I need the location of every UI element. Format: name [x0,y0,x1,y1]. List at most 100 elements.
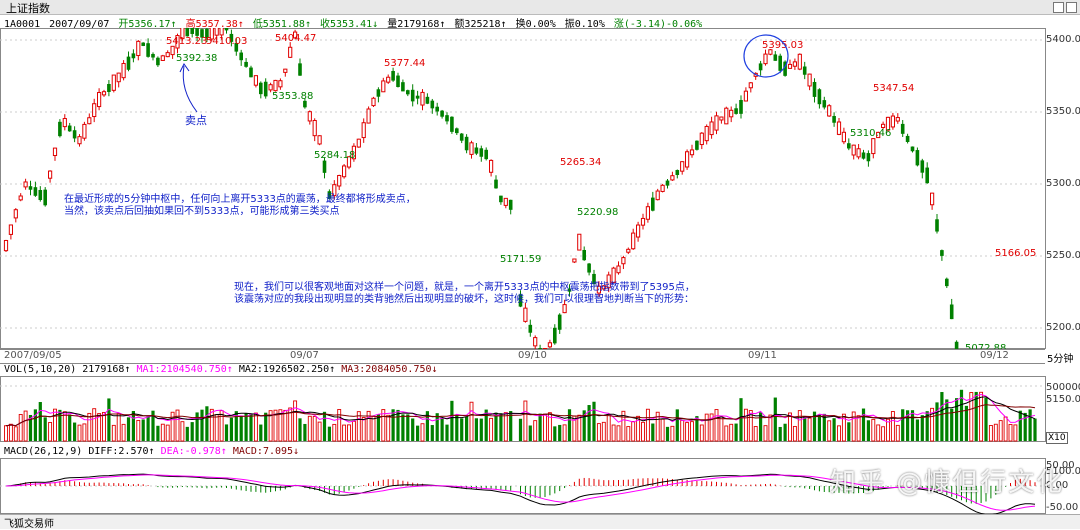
volume-bar [798,411,801,441]
close-icon[interactable] [1066,2,1077,13]
volume-bar [911,410,914,441]
volume-bar [117,414,120,441]
volume-bar [416,426,419,441]
candle-body [426,97,430,104]
volume-bar [504,413,507,441]
candle-body [651,198,655,211]
price-annotation: 5310.46 [850,128,891,139]
volume-bar [612,425,615,441]
candle-body [308,112,311,121]
candle-body [431,101,435,109]
volume-bar [475,418,478,441]
volume-bar [592,402,595,441]
price-annotation: 5220.98 [577,207,618,218]
volume-bar [563,425,566,441]
volume-bar [303,424,306,441]
vol-axis-label: 500000 [1046,382,1080,393]
volume-bar [362,418,365,441]
volume-bar [700,425,703,441]
candle-body [534,338,537,346]
note-line: 现在，我们可以很客观地面对这样一个问题，就是，一个离开5333点的中枢震荡把指数… [234,282,695,294]
candle-body [4,240,7,250]
candle-body [98,93,101,107]
vol-value: 2179168↑ [82,364,130,375]
volume-bar [671,426,674,441]
candle-body [435,107,439,112]
volume-bar [156,426,159,441]
volume-bar [1033,419,1036,441]
candle-body [29,186,33,190]
volume-bar [803,417,806,441]
candle-body [68,126,72,132]
candle-body [480,148,484,156]
candle-body [323,161,327,173]
volume-bar [725,426,728,441]
candle-body [220,28,223,35]
volume-bar [401,414,404,441]
candle-body [377,89,381,96]
price-annotation: 5166.05 [995,248,1036,259]
candle-body [43,190,47,206]
candle-body [470,143,473,155]
price-axis-label: 5200.00 [1046,322,1080,333]
candle-body [504,198,507,205]
candle-body [406,90,410,94]
date-label: 2007/09/05 [4,350,62,361]
volume-bar [205,406,208,441]
candle-body [391,71,395,81]
volume-bar [450,401,453,441]
volume-bar [686,423,689,441]
date-label: 09/12 [980,350,1009,361]
volume-bar [78,425,81,441]
candle-body [612,268,615,282]
volume-bar [225,424,228,441]
candle-body [190,28,194,34]
volume-bar [308,416,311,441]
volume-bar [431,425,434,441]
candle-body [730,110,733,116]
candle-body [705,126,708,140]
candle-body [122,63,125,77]
volume-bar [196,412,199,441]
candle-body [896,118,899,121]
volume-bar [965,406,968,441]
volume-bar [254,413,257,441]
candle-body [925,168,929,184]
candle-body [274,80,277,90]
candle-body [617,266,620,273]
candle-body [764,54,767,64]
volume-chart[interactable] [0,376,1080,442]
volume-bar [901,409,904,441]
volume-bar [534,421,537,441]
volume-bar [372,416,375,441]
candle-body [367,109,370,123]
price-annotation: 5404.47 [275,33,316,44]
candle-body [813,82,817,97]
candle-body [578,234,581,250]
candle-body [955,342,959,349]
watermark: 知乎 @慷但行文化 [830,462,1064,499]
volume-bar [1014,425,1017,441]
candle-body [357,139,360,147]
candle-body [690,150,693,155]
volume-bar [455,415,458,441]
volume-bar [161,424,164,441]
minimize-icon[interactable] [1053,2,1064,13]
volume-bar [955,398,958,441]
volume-bar [553,426,556,441]
period-label[interactable]: 5分钟 [1047,350,1073,365]
volume-bar [333,424,336,441]
volume-bar [1024,413,1027,441]
volume-bar [460,418,463,441]
volume-bar [1029,409,1032,441]
volume-bar [666,427,669,441]
candle-body [499,196,503,203]
candle-body [548,343,551,347]
volume-bar [480,419,483,441]
candle-body [166,53,169,57]
candle-body [676,170,680,175]
candle-body [582,250,586,260]
candle-body [524,308,527,321]
candle-body [803,67,807,75]
